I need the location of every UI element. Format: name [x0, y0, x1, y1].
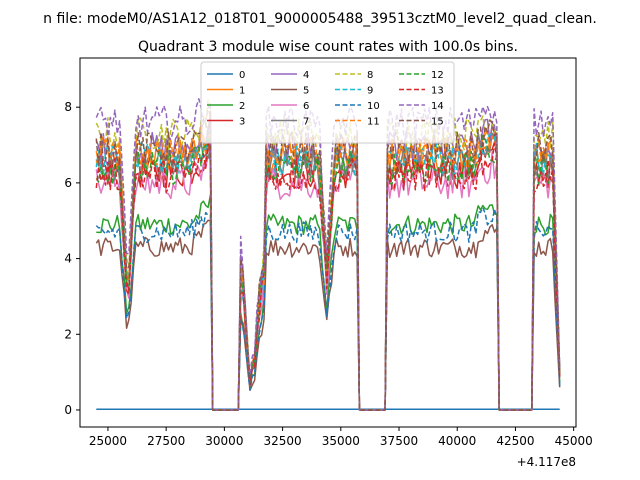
y-tick-label: 2	[64, 327, 72, 341]
series-line-15	[95, 110, 561, 411]
legend-box	[200, 61, 455, 144]
x-tick-label: 35000	[322, 434, 360, 448]
legend-label: 0	[239, 70, 245, 81]
x-tick-label: 25000	[89, 434, 127, 448]
legend-label: 7	[303, 117, 309, 128]
legend-label: 3	[239, 117, 245, 128]
chart-title: Quadrant 3 module wise count rates with …	[138, 39, 518, 55]
series-line-8	[95, 99, 561, 411]
series-line-10	[95, 206, 561, 411]
series-line-13	[95, 140, 561, 411]
series-line-14	[95, 98, 561, 411]
x-offset-label: +4.117e8	[517, 455, 576, 469]
legend-label: 1	[239, 86, 245, 97]
legend-label: 12	[431, 70, 444, 81]
legend-label: 14	[431, 101, 444, 112]
x-axis: 25000 27500 30000 32500 35000 37500 40000 42500…	[89, 427, 593, 448]
y-axis: 0 2 4 6 8	[64, 100, 80, 417]
legend-label: 13	[431, 86, 444, 97]
x-tick-label: 30000	[205, 434, 243, 448]
legend-label: 11	[367, 117, 380, 128]
series-line-9	[95, 122, 561, 411]
legend-label: 9	[367, 86, 373, 97]
axes-frame	[79, 57, 577, 428]
figure-suptitle: n file: modeM0/AS1A12_018T01_9000005488_…	[43, 11, 597, 27]
x-tick-label: 42500	[496, 434, 534, 448]
x-tick-label: 27500	[147, 434, 185, 448]
x-tick-label: 32500	[263, 434, 301, 448]
legend-label: 8	[367, 70, 373, 81]
legend-label: 2	[239, 101, 245, 112]
legend-label: 4	[303, 70, 309, 81]
legend-label: 5	[303, 86, 309, 97]
x-tick-label: 40000	[438, 434, 476, 448]
series-line-6	[95, 150, 561, 411]
x-tick-label: 37500	[380, 434, 418, 448]
y-tick-label: 4	[64, 252, 72, 266]
y-tick-label: 0	[64, 403, 72, 417]
y-tick-label: 6	[64, 176, 72, 190]
legend-label: 15	[431, 117, 444, 128]
plot-lines	[95, 98, 561, 411]
legend-label: 10	[367, 101, 380, 112]
y-tick-label: 8	[64, 100, 72, 114]
legend-label: 6	[303, 101, 309, 112]
x-tick-label: 45000	[555, 434, 593, 448]
